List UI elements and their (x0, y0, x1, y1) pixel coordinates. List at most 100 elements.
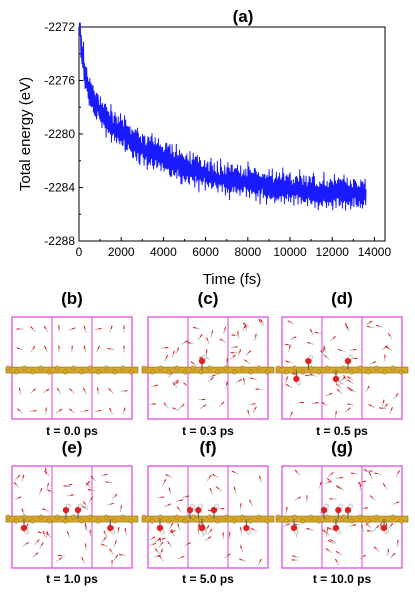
water-molecule (175, 347, 180, 355)
water-molecule (101, 543, 108, 548)
water-molecule (239, 545, 244, 553)
water-molecule (82, 387, 88, 395)
water-molecule (239, 558, 247, 562)
water-molecule (365, 470, 373, 473)
water-molecule (120, 390, 128, 392)
water-molecule (373, 524, 380, 531)
water-molecule (187, 341, 195, 345)
water-molecule (168, 522, 174, 530)
water-molecule (252, 406, 257, 414)
water-molecule (369, 495, 376, 501)
x-axis: 0 2000 4000 6000 8000 10000 12000 14000 (76, 237, 391, 259)
water-molecule (178, 403, 185, 410)
water-molecule (309, 373, 317, 377)
snapshot-time: t = 10.0 ps (313, 572, 372, 586)
oh-adsorbate (74, 503, 83, 520)
water-molecule (148, 403, 156, 405)
water-molecule (163, 402, 169, 409)
water-molecule (118, 553, 126, 557)
water-molecule (368, 472, 373, 479)
water-molecule (250, 527, 258, 533)
water-molecule (108, 388, 114, 394)
water-molecule (334, 558, 340, 566)
water-molecule (283, 523, 291, 527)
water-molecule (109, 325, 113, 333)
water-molecule (123, 345, 125, 353)
oh-adsorbate (198, 519, 207, 535)
water-molecule (21, 508, 25, 516)
water-molecule (105, 481, 113, 484)
water-molecule (84, 543, 87, 551)
water-molecule (177, 523, 181, 531)
water-molecule (149, 542, 157, 547)
water-molecule (379, 522, 382, 530)
x-tick-label: 6000 (192, 245, 219, 259)
water-molecule (122, 407, 126, 415)
water-molecule (206, 474, 212, 482)
y-axis: -2272 -2276 -2280 -2284 -2288 (44, 20, 83, 248)
water-molecule (225, 381, 228, 389)
water-molecule (68, 408, 76, 414)
water-molecule (330, 335, 336, 342)
oh-adsorbate (20, 519, 29, 535)
water-molecule (29, 410, 37, 412)
water-molecule (184, 542, 191, 547)
oh-adsorbate (344, 354, 353, 371)
snapshot-time: t = 5.0 ps (182, 572, 234, 586)
x-tick-label: 8000 (234, 245, 261, 259)
water-molecule (311, 401, 319, 405)
y-tick-label: -2272 (44, 20, 75, 34)
water-molecule (32, 552, 39, 558)
snapshot-time: t = 0.5 ps (316, 424, 368, 438)
water-molecule (103, 530, 108, 538)
water-molecule (55, 557, 63, 563)
water-molecule (226, 358, 228, 366)
water-molecule (83, 345, 87, 353)
y-tick-label: -2288 (44, 234, 75, 248)
water-molecule (374, 472, 382, 475)
water-molecule (223, 326, 227, 334)
water-molecule (228, 531, 231, 539)
water-molecule (347, 379, 354, 385)
water-molecule (292, 555, 300, 558)
snapshot-panel: (e) t = 1.0 ps (5, 438, 139, 586)
water-molecule (150, 384, 158, 388)
graphene-sheet (5, 365, 139, 375)
water-molecule (329, 498, 337, 500)
water-molecule (314, 331, 322, 334)
water-molecule (294, 469, 301, 476)
chart-panel-label: (a) (233, 7, 254, 26)
snapshot-time: t = 1.0 ps (46, 572, 98, 586)
water-molecule (56, 387, 62, 395)
graphene-sheet (275, 365, 409, 375)
water-molecule (347, 376, 354, 381)
oh-adsorbate (62, 503, 71, 520)
water-molecule (106, 502, 114, 506)
water-molecule (335, 550, 343, 556)
water-molecule (224, 553, 231, 559)
water-molecule (254, 333, 257, 341)
water-molecule (382, 403, 389, 410)
water-molecule (324, 480, 332, 485)
water-molecule (172, 407, 180, 411)
x-tick-label: 2000 (108, 245, 135, 259)
graphene-sheet (275, 514, 409, 524)
water-molecule (284, 376, 289, 384)
water-molecule (89, 529, 92, 537)
water-molecule (366, 325, 374, 329)
water-molecule (81, 409, 89, 413)
water-molecule (69, 388, 75, 394)
water-molecule (247, 409, 251, 417)
water-molecule (82, 501, 89, 508)
water-molecule (389, 552, 396, 559)
water-molecule (248, 499, 253, 507)
oh-adsorbate (107, 519, 116, 535)
water-molecule (242, 322, 250, 327)
y-tick-label: -2276 (44, 74, 75, 88)
water-molecule (158, 554, 164, 562)
water-molecule (81, 557, 85, 564)
water-molecule (287, 320, 295, 325)
water-molecule (71, 345, 73, 353)
water-molecule (318, 481, 322, 489)
water-molecule (296, 401, 304, 404)
